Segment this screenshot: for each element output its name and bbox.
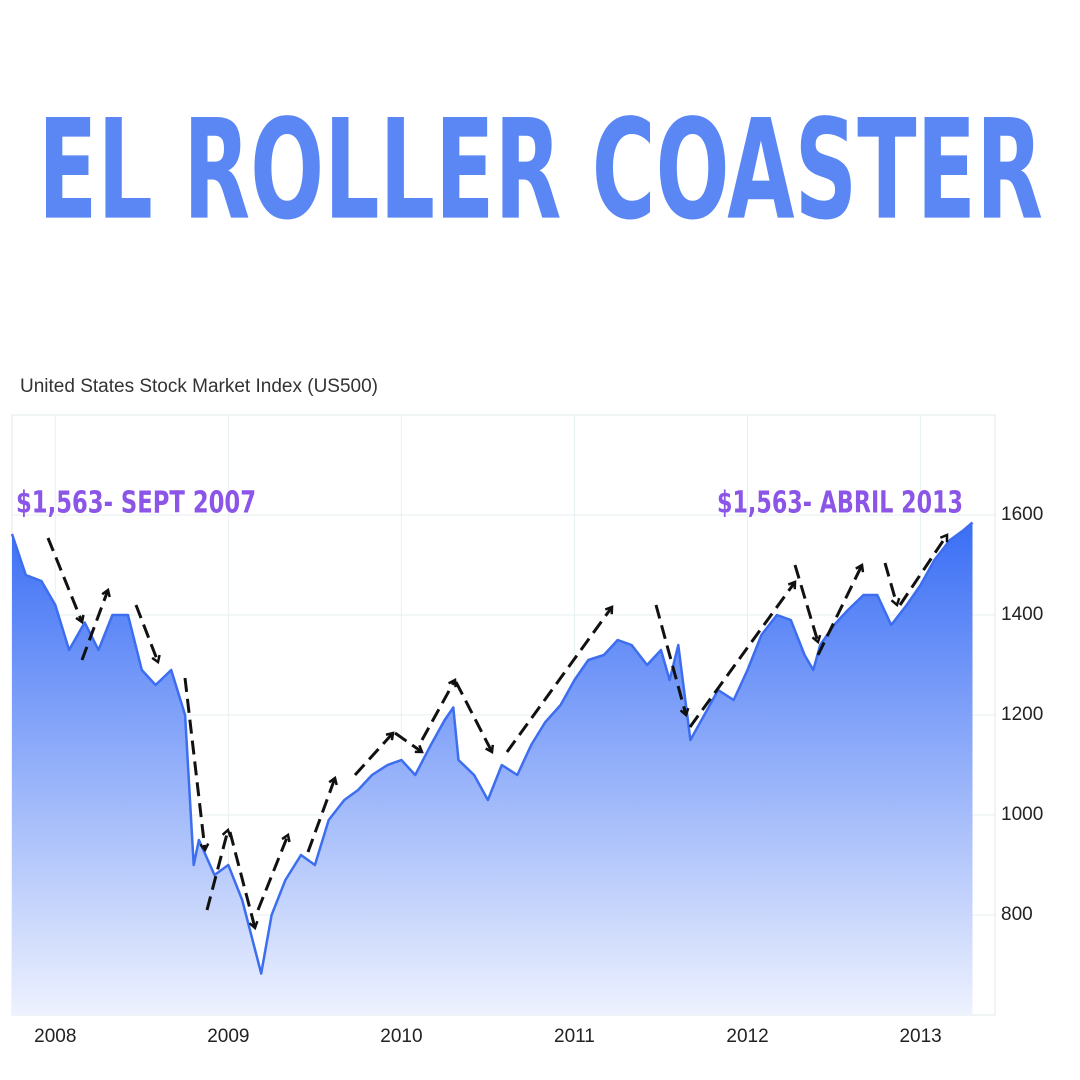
annotation: $1,563- SEPT 2007 bbox=[16, 486, 256, 521]
y-tick-label: 1000 bbox=[1001, 804, 1043, 825]
area bbox=[12, 522, 973, 1015]
chart-title: United States Stock Market Index (US500) bbox=[20, 376, 378, 397]
x-tick-label: 2008 bbox=[34, 1026, 76, 1047]
x-tick-label: 2011 bbox=[554, 1026, 595, 1047]
x-tick-label: 2010 bbox=[380, 1026, 422, 1047]
line bbox=[10, 521, 974, 975]
y-tick-label: 1600 bbox=[1001, 504, 1043, 525]
x-tick-label: 2009 bbox=[207, 1026, 249, 1047]
arrows bbox=[46, 535, 947, 928]
plot: 800 1000 1200 1400 1600 2008 2009 2010 2011 2012 2… bbox=[10, 414, 1043, 1047]
y-tick-label: 1400 bbox=[1001, 604, 1043, 625]
page-title: EL ROLLER COASTER bbox=[38, 90, 1043, 251]
x-tick-label: 2013 bbox=[899, 1026, 941, 1047]
y-tick-label: 1200 bbox=[1001, 704, 1043, 725]
annotation: $1,563- ABRIL 2013 bbox=[717, 486, 963, 521]
y-tick-label: 800 bbox=[1001, 904, 1033, 925]
x-tick-label: 2012 bbox=[726, 1026, 768, 1047]
